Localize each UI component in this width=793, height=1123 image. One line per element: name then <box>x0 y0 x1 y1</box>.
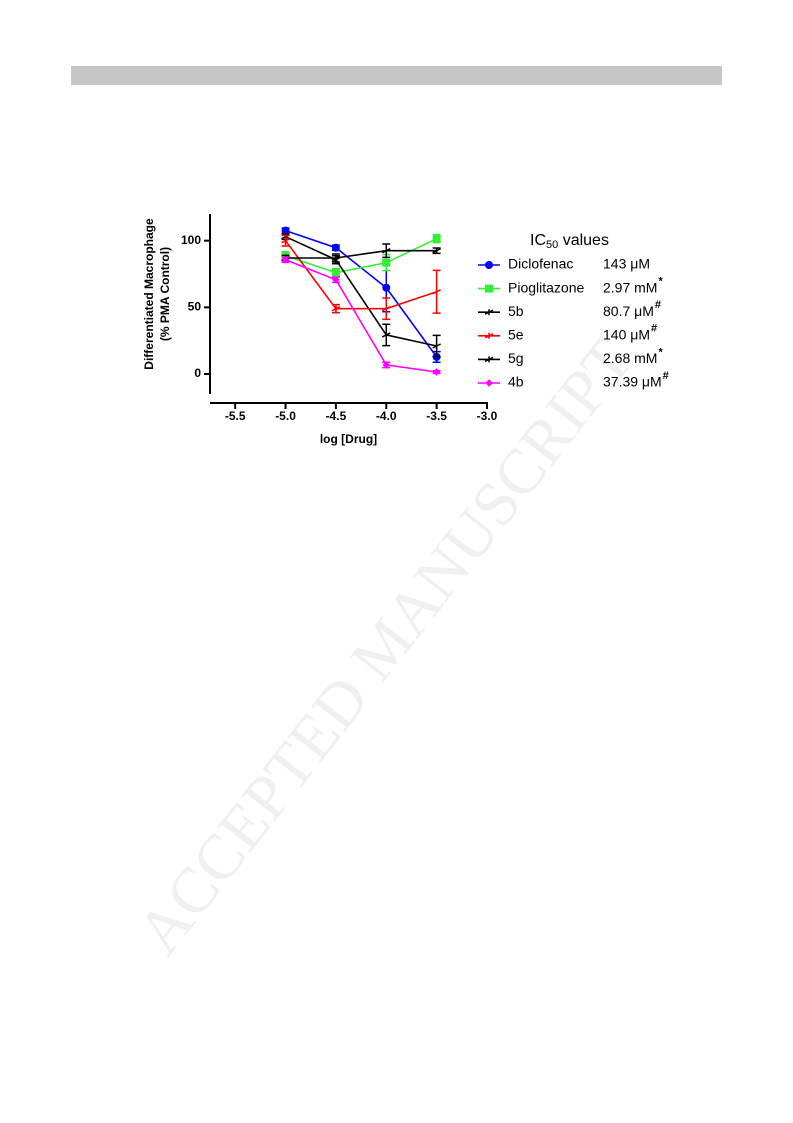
x-axis-label: log [Drug] <box>320 432 377 446</box>
point <box>382 283 391 292</box>
legend-label: Pioglitazone <box>508 279 584 295</box>
x-tick-label: -3.5 <box>426 409 447 423</box>
legend-label: 5b <box>508 303 524 319</box>
legend-label: Diclofenac <box>508 256 573 272</box>
point <box>382 258 391 267</box>
legend-marker <box>484 356 494 363</box>
x-tick-label: -3.0 <box>477 409 498 423</box>
ic50-note: * <box>658 276 663 288</box>
legend-marker <box>484 309 494 316</box>
point <box>432 368 441 376</box>
point <box>331 243 340 252</box>
point <box>381 305 391 312</box>
y-tick-label: 100 <box>181 233 201 247</box>
point <box>332 276 340 284</box>
x-tick-label: -5.5 <box>225 409 246 423</box>
series <box>281 243 441 263</box>
series-line <box>285 249 437 259</box>
series <box>281 233 441 278</box>
series <box>281 256 441 376</box>
x-tick-label: -4.5 <box>326 409 347 423</box>
chart: 0 50 100 -5.5 -5.0 -4.5 -4.0 -3.5 -3.0 log [Drug]… <box>142 214 669 446</box>
series-line <box>284 240 437 310</box>
header-bar <box>71 66 722 85</box>
point <box>331 255 341 261</box>
ic50-note: # <box>663 370 669 382</box>
series-line <box>285 235 437 347</box>
legend-label: 4b <box>508 374 524 390</box>
series <box>281 233 441 358</box>
legend-title-part: values <box>558 232 609 249</box>
legend-label: 5e <box>508 327 524 343</box>
point <box>281 237 290 244</box>
series-line <box>285 237 437 274</box>
y-axis-label: Differentiated Macrophage <box>142 218 156 370</box>
y-tick-label: 0 <box>194 366 201 380</box>
ic50-value: 80.7 μM <box>603 303 654 319</box>
point <box>381 331 391 338</box>
point <box>382 361 390 369</box>
legend-title-part: IC <box>530 232 546 249</box>
legend-marker <box>485 284 493 293</box>
x-tick-label: -4.0 <box>376 409 397 423</box>
series <box>281 234 441 321</box>
point <box>432 288 441 295</box>
x-tick-label: -5.0 <box>275 409 296 423</box>
legend-title-part: 50 <box>546 239 558 251</box>
ic50-note: # <box>655 299 661 311</box>
legend-label: 5g <box>508 350 524 366</box>
series-line <box>285 258 437 373</box>
point <box>281 256 290 264</box>
point <box>281 226 290 235</box>
legend-marker <box>485 261 493 269</box>
ic50-value: 2.97 mM <box>603 279 657 295</box>
ic50-value: 140 μM <box>603 327 650 343</box>
point <box>432 234 441 243</box>
point <box>331 305 341 312</box>
ic50-note: # <box>651 323 657 335</box>
ic50-value: 2.68 mM <box>603 350 657 366</box>
point <box>331 268 340 277</box>
point <box>381 247 391 254</box>
point <box>432 247 441 254</box>
legend-marker <box>484 332 494 339</box>
ic50-value: 143 μM <box>603 256 650 272</box>
y-tick-label: 50 <box>188 300 202 314</box>
ic50-value: 37.39 μM <box>603 374 662 390</box>
y-axis-label: (% PMA Control) <box>158 247 172 341</box>
ic50-note: * <box>658 346 663 358</box>
legend-title: IC50 values <box>530 232 609 251</box>
point <box>432 343 441 349</box>
legend-marker <box>485 379 493 387</box>
